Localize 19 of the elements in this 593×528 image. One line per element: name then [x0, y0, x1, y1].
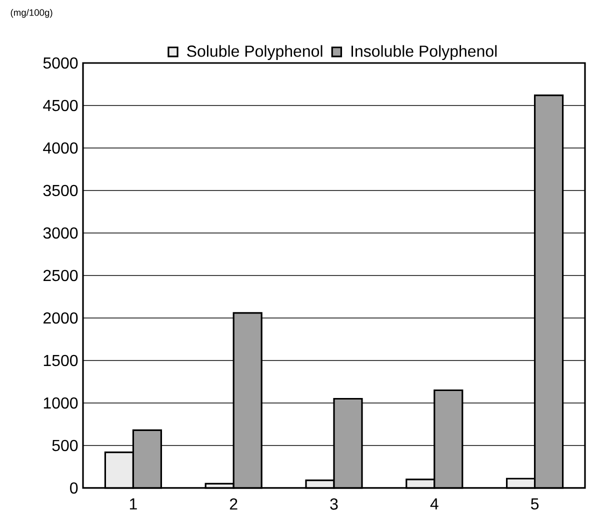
y-tick-label: 4000: [43, 142, 78, 154]
legend-label: Insoluble Polyphenol: [352, 45, 497, 60]
y-tick-label: 1000: [44, 397, 78, 409]
y-tick-label: 5000: [43, 57, 78, 69]
y-tick-label: 2500: [43, 270, 78, 282]
y-tick-label: 1500: [44, 354, 78, 366]
x-tick-label: 4: [430, 498, 438, 510]
x-tick-label: 3: [330, 498, 338, 510]
x-tick-label: 1: [130, 498, 137, 510]
y-axis-title: (mg/100g): [10, 9, 52, 18]
x-tick-label: 5: [530, 498, 539, 510]
y-tick-label: 2000: [43, 312, 78, 324]
y-tick-label: 4500: [43, 100, 78, 112]
x-tick-label: 2: [230, 498, 238, 510]
y-tick-label: 3500: [43, 184, 78, 196]
y-tick-label: 0: [70, 482, 78, 494]
legend-label: Soluble Polyphenol: [187, 45, 322, 60]
y-tick-label: 3000: [43, 227, 78, 239]
y-tick-label: 500: [52, 440, 78, 452]
